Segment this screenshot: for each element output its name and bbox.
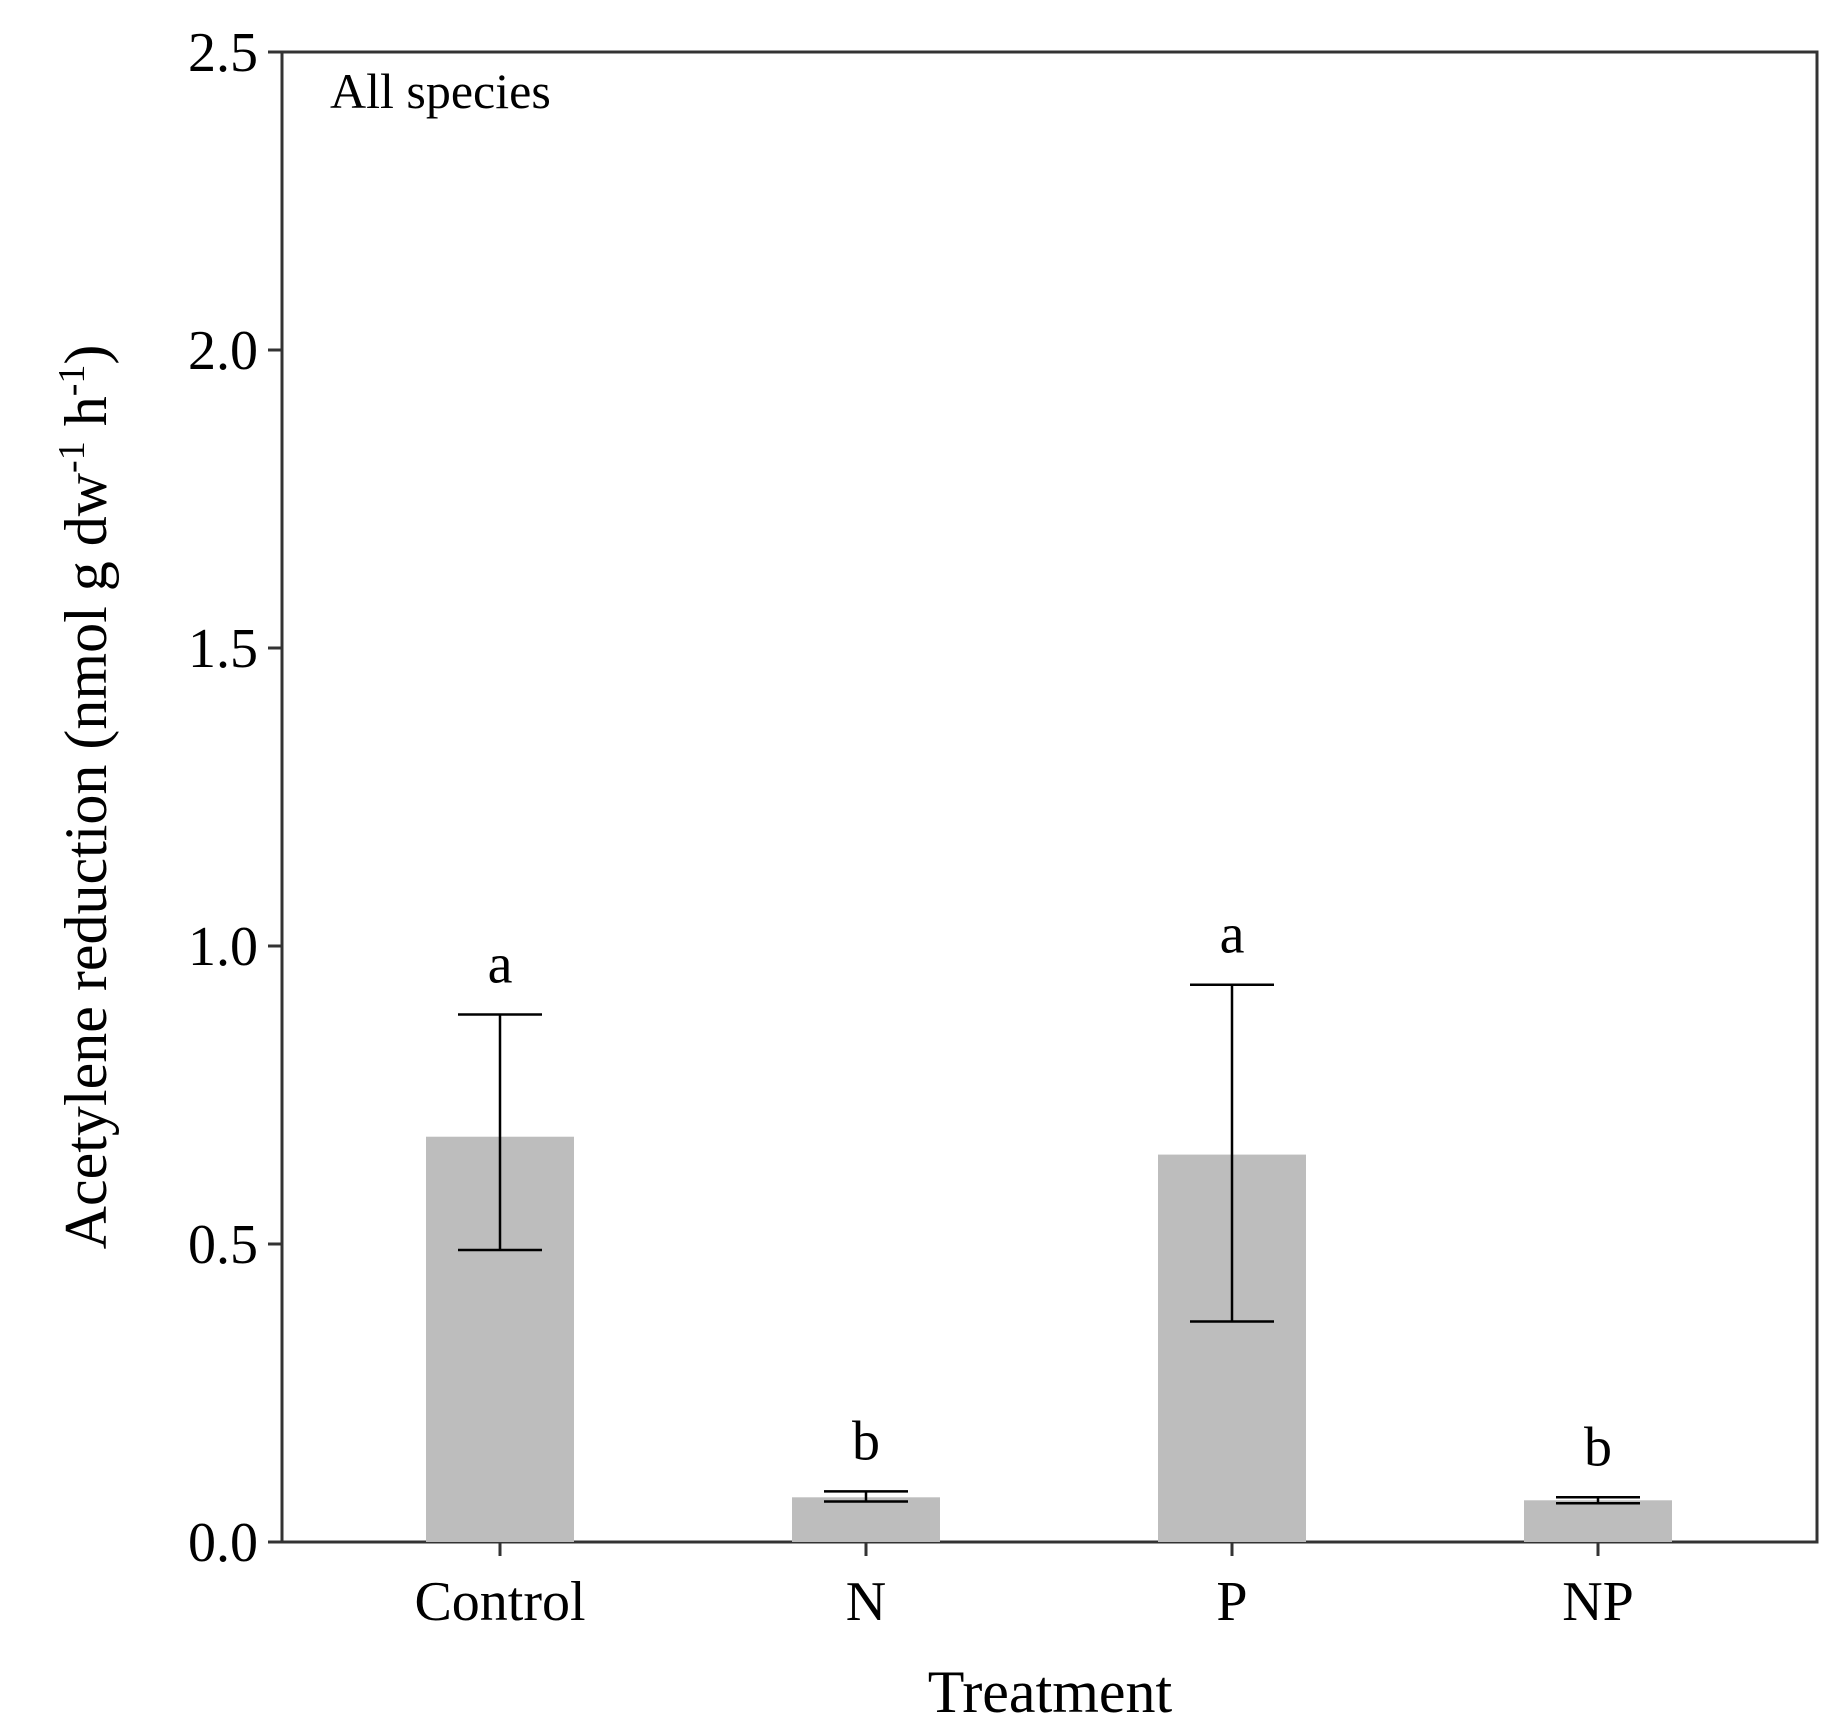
y-axis-title-end: ) — [53, 345, 119, 365]
y-axis-title: Acetylene reduction (nmol g dw-1 h-1) — [51, 345, 119, 1250]
plot-panel — [280, 50, 1819, 1544]
y-tick-label: 1.0 — [188, 916, 258, 978]
y-axis: 0.0 0.5 1.0 1.5 2.0 2.5 — [188, 22, 282, 1574]
y-axis-title-sup1: -1 — [51, 441, 93, 473]
bar-n — [792, 1497, 940, 1542]
error-bars-group — [458, 983, 1640, 1505]
significance-letter: a — [488, 934, 513, 996]
x-axis: Control N P NP — [414, 1542, 1634, 1633]
y-axis-title-main: Acetylene reduction (nmol g dw — [53, 472, 119, 1249]
x-axis-title: Treatment — [928, 1659, 1173, 1725]
x-tick-label-n: N — [846, 1571, 886, 1633]
y-tick-label: 2.5 — [188, 22, 258, 84]
y-tick-label: 0.5 — [188, 1214, 258, 1276]
y-tick-label: 0.0 — [188, 1512, 258, 1574]
x-tick-label-control: Control — [414, 1571, 585, 1633]
significance-letters-group: a b a b — [488, 904, 1612, 1479]
significance-letter: b — [852, 1410, 880, 1472]
y-axis-title-sup2: -1 — [51, 365, 93, 397]
y-tick-label: 2.0 — [188, 320, 258, 382]
y-axis-title-mid: h — [53, 396, 119, 441]
y-tick-label: 1.5 — [188, 618, 258, 680]
bar-np — [1524, 1500, 1672, 1542]
panel-annotation: All species — [330, 63, 551, 119]
x-tick-label-np: NP — [1562, 1571, 1634, 1633]
significance-letter: b — [1584, 1416, 1612, 1478]
x-tick-label-p: P — [1216, 1571, 1247, 1633]
bars-group — [426, 1136, 1672, 1542]
significance-letter: a — [1220, 904, 1245, 966]
